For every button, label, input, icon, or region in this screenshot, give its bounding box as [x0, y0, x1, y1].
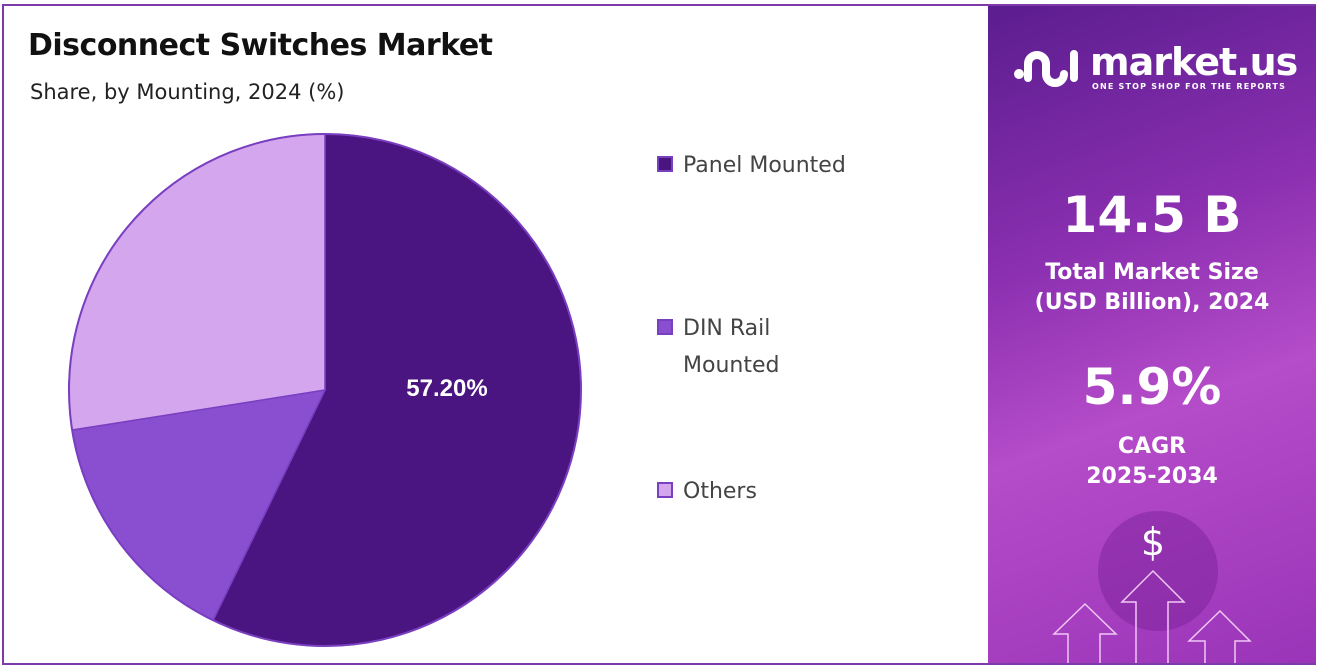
pie-outline [68, 133, 582, 647]
dollar-icon: $ [1140, 520, 1166, 564]
market-size-unit: (USD Billion), 2024 [1034, 290, 1270, 315]
market-us-logo-icon [1014, 50, 1078, 87]
cagr-period: 2025-2034 [1086, 464, 1218, 489]
market-size-label: Total Market Size [1045, 260, 1259, 285]
legend-item-others: Others [657, 473, 757, 510]
legend-label: Others [683, 479, 757, 504]
legend-swatch [657, 319, 673, 335]
market-size-value: 14.5 B [1062, 186, 1242, 244]
cagr-value: 5.9% [1082, 358, 1222, 416]
growth-arrows-icon [1052, 569, 1252, 663]
legend-item-din-rail-mounted: DIN Rail Mounted [657, 310, 779, 384]
legend-item-panel-mounted: Panel Mounted [657, 147, 846, 184]
legend-swatch [657, 156, 673, 172]
summary-panel: market.us ONE STOP SHOP FOR THE REPORTS … [988, 6, 1316, 663]
legend-swatch [657, 482, 673, 498]
pie-slice-others [68, 133, 326, 431]
brand-name: market.us [1090, 40, 1298, 84]
legend-label-line2: Mounted [683, 353, 780, 378]
brand-logo: market.us ONE STOP SHOP FOR THE REPORTS [1012, 40, 1298, 92]
chart-title: Disconnect Switches Market [28, 28, 493, 63]
pie-chart: 57.20% [68, 133, 582, 647]
data-label-panel-mounted: 57.20% [406, 375, 487, 402]
legend-label: DIN Rail [683, 316, 771, 341]
chart-subtitle: Share, by Mounting, 2024 (%) [30, 80, 345, 104]
legend-label: Panel Mounted [683, 153, 846, 178]
cagr-label: CAGR [1117, 434, 1187, 459]
brand-tagline: ONE STOP SHOP FOR THE REPORTS [1092, 82, 1287, 91]
coin-decoration [1098, 511, 1218, 631]
